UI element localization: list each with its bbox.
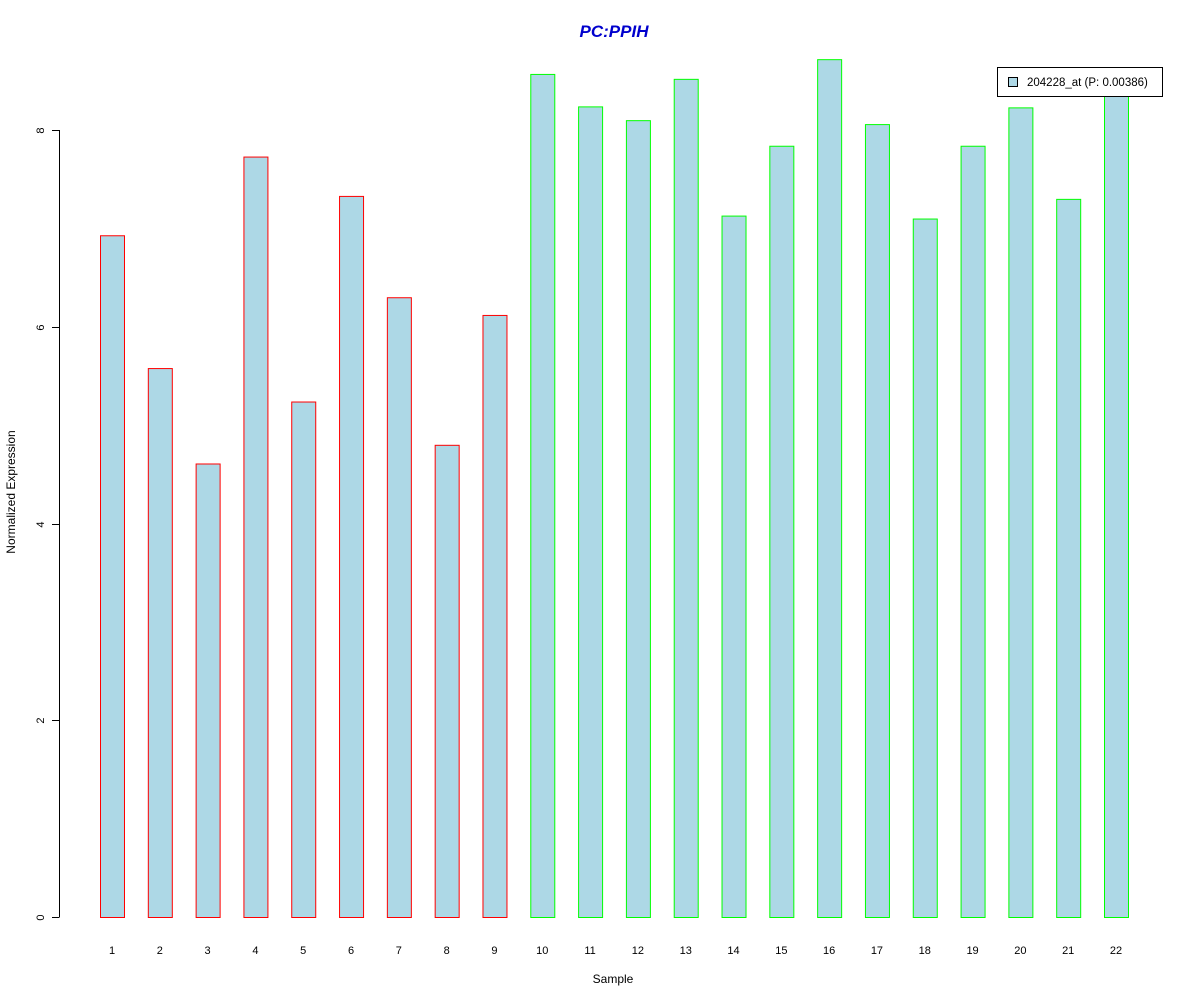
bar-sample-19 <box>960 145 986 919</box>
x-tick-labels: 1 2 3 4 5 6 7 8 9 10 11 12 13 14 15 16 17 18 19 20 21 22 <box>109 945 1122 957</box>
bar-sample-4 <box>243 156 269 918</box>
legend-label: 204228_at (P: 0.00386) <box>1027 77 1148 89</box>
y-tick-label: 4 <box>35 521 47 527</box>
bar-sample-9 <box>482 314 508 918</box>
legend-swatch <box>1008 77 1018 87</box>
x-tick-label: 12 <box>632 945 644 957</box>
y-tick-label: 8 <box>35 127 47 133</box>
bar-sample-5 <box>291 401 317 918</box>
bar-sample-8 <box>434 444 460 918</box>
x-tick-label: 8 <box>444 945 450 957</box>
x-tick-label: 4 <box>252 945 258 957</box>
x-tick-label: 16 <box>823 945 835 957</box>
chart-title: PC:PPIH <box>580 22 650 41</box>
x-tick-label: 19 <box>966 945 978 957</box>
bar-sample-7 <box>386 297 412 918</box>
x-tick-label: 22 <box>1110 945 1122 957</box>
x-tick-label: 18 <box>919 945 931 957</box>
bar-sample-15 <box>769 145 795 919</box>
x-tick-label: 15 <box>775 945 787 957</box>
bar-sample-2 <box>147 368 173 918</box>
bar-sample-20 <box>1008 107 1034 918</box>
y-axis: 0 2 4 6 8 <box>35 127 60 921</box>
x-axis-label: Sample <box>593 972 634 986</box>
bar-sample-22 <box>1104 92 1129 919</box>
x-tick-label: 20 <box>1014 945 1026 957</box>
bar-sample-21 <box>1056 198 1082 919</box>
y-tick-label: 6 <box>35 324 47 330</box>
bar-sample-12 <box>625 120 651 919</box>
x-tick-label: 6 <box>348 945 354 957</box>
y-tick-label: 0 <box>35 914 47 920</box>
x-tick-label: 3 <box>205 945 211 957</box>
x-tick-label: 21 <box>1062 945 1074 957</box>
bar-sample-13 <box>673 78 699 919</box>
bars <box>100 59 1129 919</box>
x-tick-label: 13 <box>680 945 692 957</box>
x-tick-label: 9 <box>491 945 497 957</box>
bar-sample-17 <box>864 124 890 919</box>
legend: 204228_at (P: 0.00386) <box>997 67 1163 97</box>
x-tick-label: 1 <box>109 945 115 957</box>
x-tick-label: 2 <box>157 945 163 957</box>
bar-sample-16 <box>817 59 843 919</box>
legend-box <box>997 67 1163 97</box>
bar-sample-18 <box>912 218 938 919</box>
bar-sample-11 <box>578 106 604 918</box>
bar-sample-14 <box>721 215 747 918</box>
x-tick-label: 14 <box>727 945 739 957</box>
x-tick-label: 7 <box>396 945 402 957</box>
x-tick-label: 5 <box>300 945 306 957</box>
x-tick-label: 17 <box>871 945 883 957</box>
y-axis-label: Normalized Expression <box>4 430 18 553</box>
x-tick-label: 10 <box>536 945 548 957</box>
x-tick-label: 11 <box>584 945 595 957</box>
bar-sample-10 <box>530 73 556 918</box>
y-tick-label: 2 <box>35 717 47 723</box>
bar-sample-1 <box>100 235 125 919</box>
bar-sample-6 <box>339 195 365 918</box>
bar-sample-3 <box>195 463 221 918</box>
